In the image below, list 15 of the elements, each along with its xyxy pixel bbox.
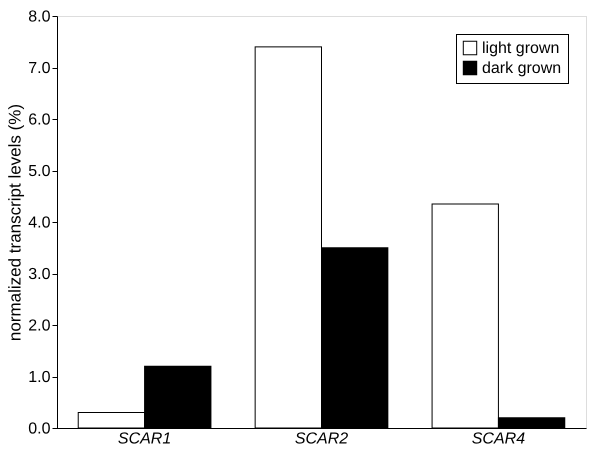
y-tick-label: 0.0 xyxy=(28,420,51,438)
y-tick-label: 2.0 xyxy=(28,318,51,334)
y-tick-label: 1.0 xyxy=(28,369,51,386)
y-tick-label: 7.0 xyxy=(28,60,51,77)
y-tick-label: 5.0 xyxy=(28,163,51,180)
x-tick-label: SCAR4 xyxy=(472,430,526,448)
x-tick-label: SCAR2 xyxy=(294,430,348,448)
y-tick-label: 6.0 xyxy=(28,112,51,128)
y-tick-label: 8.0 xyxy=(28,8,51,26)
legend-label: dark grown xyxy=(482,60,562,77)
y-tick-label: 4.0 xyxy=(28,214,51,232)
y-axis-title: normalized transcript levels (%) xyxy=(5,104,24,342)
x-tick-label: SCAR1 xyxy=(118,430,172,448)
legend-label: light grown xyxy=(482,40,560,57)
y-tick-label: 3.0 xyxy=(28,266,51,283)
